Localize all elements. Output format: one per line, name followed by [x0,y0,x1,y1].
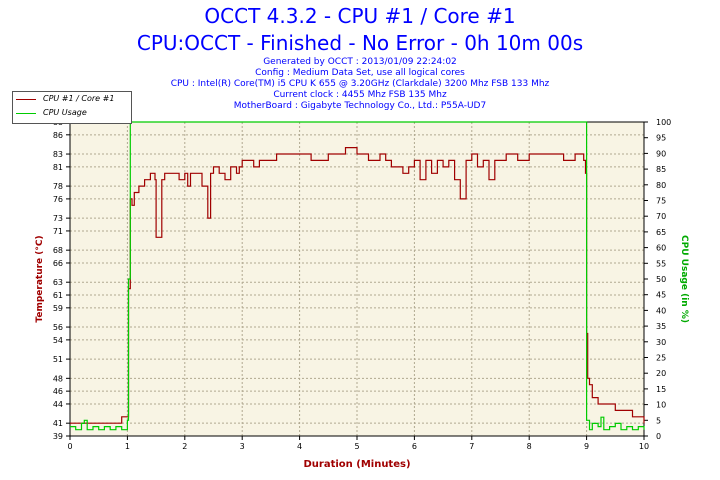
legend-item-usage: CPU Usage [13,106,131,120]
y2-tick-label: 0 [656,432,661,441]
x-tick-label: 0 [67,442,72,451]
y-tick-label: 61 [53,291,63,300]
x-tick-label: 2 [182,442,187,451]
x-tick-label: 10 [639,442,649,451]
y2-tick-label: 30 [656,338,666,347]
y-tick-label: 46 [53,387,63,396]
usage-series-line [70,121,645,431]
legend-swatch-usage [16,113,36,114]
y2-tick-label: 25 [656,354,666,363]
y-tick-label: 63 [53,278,63,287]
x-tick-label: 7 [469,442,474,451]
x-tick-label: 4 [297,442,302,451]
legend-label-usage: CPU Usage [43,108,87,117]
y2-tick-label: 60 [656,244,666,253]
chart-legend: CPU #1 / Core #1 CPU Usage [12,91,132,124]
y2-tick-label: 40 [656,306,666,315]
y2-tick-label: 5 [656,416,661,425]
legend-swatch-temperature [16,99,36,100]
y2-tick-label: 55 [656,259,666,268]
y2-tick-label: 10 [656,401,666,410]
x-tick-label: 3 [240,442,245,451]
y-tick-label: 39 [53,432,63,441]
y-tick-label: 86 [53,131,63,140]
y2-tick-label: 90 [656,149,666,158]
y-tick-label: 51 [53,355,63,364]
y-tick-label: 76 [53,195,63,204]
x-tick-label: 6 [412,442,417,451]
y2-tick-label: 15 [656,385,666,394]
x-tick-label: 5 [354,442,359,451]
y-tick-label: 59 [53,304,63,313]
info-generated: Generated by OCCT : 2013/01/09 22:24:02 [263,57,457,67]
y2-tick-label: 20 [656,369,666,378]
info-clock: Current clock : 4455 Mhz FSB 135 Mhz [273,90,447,100]
y-tick-label: 73 [53,214,63,223]
y2-tick-label: 75 [656,197,666,206]
temperature-series-line [70,147,645,424]
chart-subtitle: CPU:OCCT - Finished - No Error - 0h 10m … [136,31,584,55]
y-tick-label: 68 [53,246,63,255]
y-tick-label: 48 [53,374,63,383]
y2-tick-label: 80 [656,181,666,190]
info-motherboard: MotherBoard : Gigabyte Technology Co., L… [233,101,487,111]
info-config: Config : Medium Data Set, use all logica… [255,68,465,78]
legend-item-temperature: CPU #1 / Core #1 [13,92,131,106]
chart-title: OCCT 4.3.2 - CPU #1 / Core #1 [204,4,516,28]
y2-tick-label: 45 [656,291,666,300]
y-tick-label: 44 [53,400,63,409]
legend-label-temperature: CPU #1 / Core #1 [43,94,115,103]
y-tick-label: 56 [53,323,63,332]
y-tick-label: 78 [53,182,63,191]
y-tick-label: 81 [53,163,63,172]
y-tick-label: 54 [53,336,63,345]
y2-axis-label: CPU Usage (in %) [679,235,689,323]
info-cpu: CPU : Intel(R) Core(TM) i5 CPU K 655 @ 3… [170,79,550,89]
y-tick-label: 41 [53,419,63,428]
y2-tick-label: 85 [656,165,666,174]
x-tick-label: 1 [125,442,130,451]
y-tick-label: 66 [53,259,63,268]
y2-tick-label: 95 [656,134,666,143]
y2-tick-label: 70 [656,212,666,221]
x-tick-label: 9 [584,442,589,451]
x-axis-label: Duration (Minutes) [303,459,410,470]
y2-tick-label: 65 [656,228,666,237]
y2-tick-label: 100 [656,118,671,127]
y2-tick-label: 50 [656,275,666,284]
y-axis-label: Temperature (°C) [35,235,45,322]
x-tick-label: 8 [527,442,532,451]
y-tick-label: 71 [53,227,63,236]
y2-tick-label: 35 [656,322,666,331]
y-tick-label: 83 [53,150,63,159]
